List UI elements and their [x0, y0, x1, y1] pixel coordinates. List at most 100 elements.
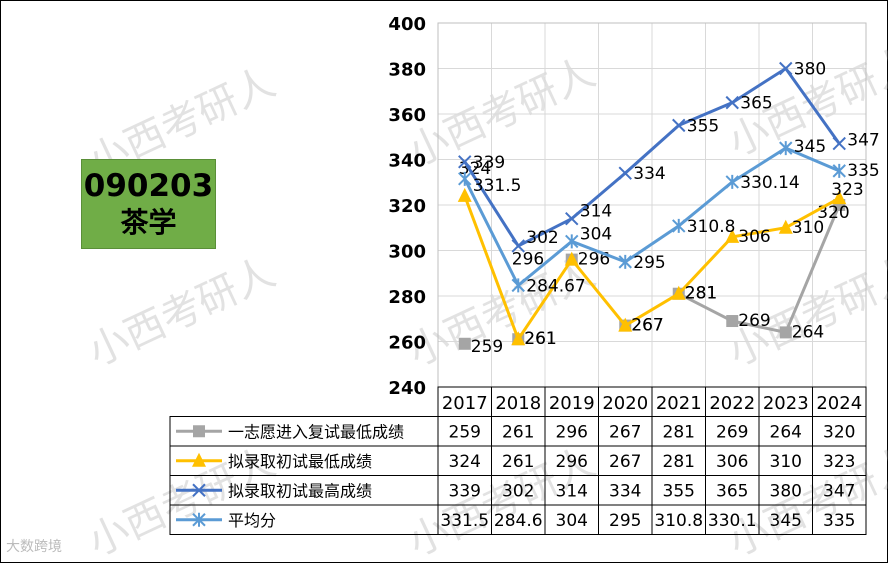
x-tick-label: 2024 [816, 393, 862, 414]
data-label: 347 [847, 131, 879, 151]
data-point [778, 219, 793, 234]
table-value: 267 [609, 452, 641, 472]
data-label: 267 [631, 316, 663, 336]
legend-entry: 一志愿进入复试最低成绩 [228, 423, 404, 442]
table-value: 310 [770, 452, 802, 472]
data-label: 281 [685, 284, 717, 304]
data-label: 295 [633, 253, 665, 273]
data-point [618, 166, 632, 180]
data-label: 339 [473, 153, 505, 173]
legend-key-marker [192, 512, 206, 527]
data-label: 345 [794, 137, 826, 157]
data-label: 284.67 [526, 276, 585, 296]
table-value: 347 [823, 482, 855, 502]
table-value: 281 [663, 423, 695, 443]
table-value: 310.8 [654, 511, 703, 531]
y-tick-label: 320 [388, 196, 426, 217]
legend-key-marker [193, 425, 205, 438]
legend-entry: 拟录取初试最低成绩 [228, 452, 372, 471]
table-value: 365 [716, 482, 748, 502]
y-tick-label: 260 [388, 333, 426, 354]
table-value: 324 [449, 452, 481, 472]
data-point [832, 190, 847, 205]
data-label: 259 [471, 337, 503, 357]
data-point [779, 61, 793, 76]
x-tick-label: 2017 [442, 393, 488, 414]
data-point [832, 136, 846, 151]
table-value: 314 [556, 482, 588, 502]
data-label: 296 [578, 250, 610, 270]
series-line [463, 146, 840, 288]
subject-code: 090203 [83, 168, 214, 204]
data-label: 264 [792, 322, 824, 342]
x-tick-label: 2022 [709, 393, 755, 414]
table-value: 296 [556, 452, 588, 472]
data-label: 296 [512, 250, 544, 270]
table-value: 295 [609, 511, 641, 531]
data-point [458, 337, 471, 350]
table-value: 281 [663, 452, 695, 472]
data-point [565, 211, 579, 226]
legend-key-marker [192, 452, 206, 467]
data-point [458, 171, 472, 186]
data-label: 306 [738, 227, 770, 247]
x-tick-label: 2021 [656, 393, 702, 414]
data-label: 267 [631, 316, 663, 336]
data-label: 320 [817, 203, 849, 223]
table-value: 296 [556, 423, 588, 443]
subject-code-box: 090203 茶学 [81, 159, 216, 249]
data-point [832, 163, 846, 178]
data-label: 323 [831, 180, 863, 200]
data-label: 310 [792, 218, 824, 238]
subject-name: 茶学 [120, 206, 177, 239]
table-value: 339 [449, 482, 481, 502]
data-label: 355 [687, 116, 719, 136]
data-point [725, 95, 739, 110]
table-value: 284.6 [494, 511, 543, 531]
data-point [458, 155, 472, 169]
data-point [564, 251, 579, 266]
table-value: 335 [823, 511, 855, 531]
data-label: 304 [580, 224, 612, 244]
data-point [511, 331, 526, 346]
data-point [725, 228, 740, 243]
legend-entry: 平均分 [228, 511, 276, 530]
table-value: 302 [502, 482, 534, 502]
y-tick-label: 360 [388, 105, 426, 126]
table-value: 267 [609, 423, 641, 443]
data-label: 330.14 [740, 173, 799, 193]
table-value: 304 [556, 511, 588, 531]
data-point [511, 278, 525, 293]
data-point [779, 141, 793, 156]
data-point [457, 187, 472, 202]
table-value: 264 [770, 423, 802, 443]
data-label: 302 [526, 228, 558, 248]
y-tick-label: 380 [388, 60, 426, 81]
y-tick-label: 300 [388, 242, 426, 263]
series-line [463, 195, 840, 343]
data-point [511, 239, 525, 253]
table-value: 320 [823, 423, 855, 443]
data-label: 269 [738, 311, 770, 331]
data-point [618, 317, 633, 332]
legend-entry: 拟录取初试最高成绩 [228, 482, 372, 501]
series-line [678, 204, 841, 335]
x-tick-label: 2018 [495, 393, 541, 414]
brand-watermark: 大数跨境 [6, 539, 62, 555]
data-point [725, 174, 739, 189]
data-point [672, 118, 686, 133]
table-value: 380 [770, 482, 802, 502]
series-line [463, 66, 841, 248]
table-value: 331.5 [440, 511, 489, 531]
table-value: 306 [716, 452, 748, 472]
table-value-cell [812, 504, 867, 535]
y-tick-label: 340 [388, 151, 426, 172]
table-value: 330.1 [708, 511, 757, 531]
data-point [726, 315, 739, 328]
data-label: 261 [524, 329, 556, 349]
data-point [565, 234, 579, 249]
data-point [671, 285, 686, 300]
table-value: 345 [770, 511, 802, 531]
table-value: 259 [449, 423, 481, 443]
